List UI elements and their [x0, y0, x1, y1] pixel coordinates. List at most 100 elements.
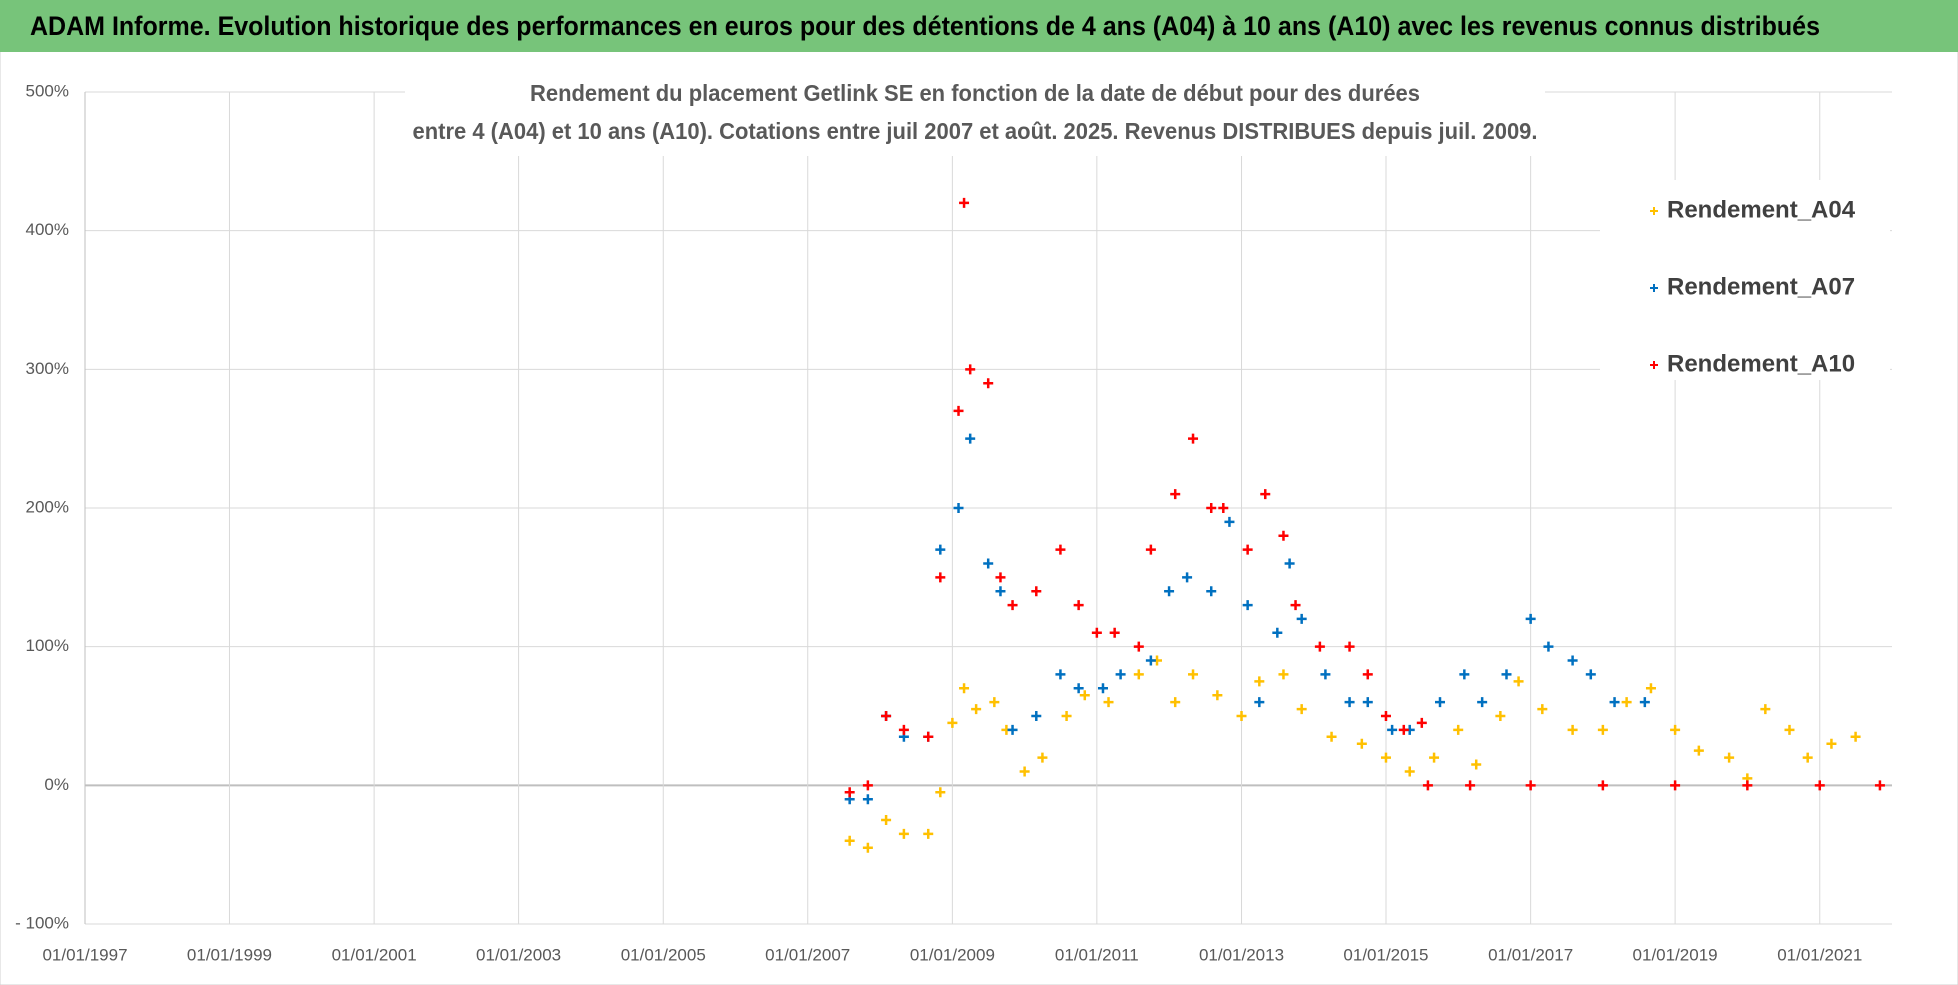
- point: [1055, 544, 1066, 555]
- point: [1609, 697, 1620, 708]
- point: [1567, 724, 1578, 735]
- y-tick-label: 300%: [26, 359, 69, 378]
- point: [1404, 766, 1415, 777]
- point: [1422, 780, 1433, 791]
- point: [1296, 613, 1307, 624]
- point: [1693, 745, 1704, 756]
- point: [947, 717, 958, 728]
- point: [989, 697, 1000, 708]
- x-tick-label: 01/01/2001: [332, 945, 417, 964]
- point: [995, 586, 1006, 597]
- x-tick-label: 01/01/2005: [621, 945, 706, 964]
- point: [1103, 697, 1114, 708]
- point: [1543, 641, 1554, 652]
- point: [1585, 669, 1596, 680]
- x-tick-label: 01/01/2011: [1055, 945, 1139, 964]
- point: [1164, 586, 1175, 597]
- point: [1639, 697, 1650, 708]
- point: [923, 828, 934, 839]
- point: [1513, 676, 1524, 687]
- point: [1145, 655, 1156, 666]
- point: [1398, 724, 1409, 735]
- point: [935, 572, 946, 583]
- point: [1471, 759, 1482, 770]
- point: [935, 787, 946, 798]
- point: [1670, 780, 1681, 791]
- point: [1145, 544, 1156, 555]
- point: [1278, 669, 1289, 680]
- point: [1525, 613, 1536, 624]
- point: [1362, 669, 1373, 680]
- point: [965, 433, 976, 444]
- point: [1007, 724, 1018, 735]
- point: [1477, 697, 1488, 708]
- point: [1465, 780, 1476, 791]
- point: [1380, 711, 1391, 721]
- chart-title: Rendement du placement Getlink SE en fon…: [530, 80, 1420, 106]
- point: [1850, 731, 1861, 742]
- point: [1670, 724, 1681, 735]
- point: [953, 405, 964, 416]
- legend-marker: [1650, 284, 1658, 292]
- point: [1724, 752, 1735, 763]
- point: [1429, 752, 1440, 763]
- point: [959, 197, 970, 208]
- legend-label: Rendement_A04: [1667, 196, 1856, 223]
- point: [1453, 724, 1464, 735]
- point: [953, 503, 964, 513]
- point: [1091, 627, 1102, 638]
- chart-title: entre 4 (A04) et 10 ans (A10). Cotations…: [413, 118, 1538, 144]
- point: [1073, 600, 1084, 611]
- point: [1073, 683, 1084, 694]
- title-box: [405, 78, 1545, 156]
- point: [1109, 627, 1120, 638]
- y-tick-label: 400%: [26, 220, 69, 239]
- point: [1115, 669, 1126, 680]
- point: [1170, 697, 1181, 708]
- point: [1501, 669, 1512, 680]
- point: [1874, 780, 1885, 791]
- point: [1242, 544, 1253, 555]
- point: [935, 544, 946, 555]
- point: [1133, 641, 1144, 652]
- point: [1278, 530, 1289, 541]
- point: [1344, 641, 1355, 652]
- point: [1037, 752, 1048, 763]
- point: [1182, 572, 1193, 583]
- x-tick-label: 01/01/1997: [42, 945, 127, 964]
- point: [1133, 669, 1144, 680]
- point: [1525, 780, 1536, 791]
- point: [1495, 711, 1506, 721]
- point: [881, 711, 892, 721]
- legend-marker: [1650, 207, 1658, 215]
- x-tick-label: 01/01/2009: [910, 945, 995, 964]
- point: [1459, 669, 1470, 680]
- y-tick-label: 200%: [26, 497, 69, 516]
- point: [1272, 627, 1283, 638]
- point: [844, 787, 855, 798]
- point: [1320, 669, 1331, 680]
- point: [1242, 600, 1253, 611]
- x-tick-label: 01/01/2003: [476, 945, 561, 964]
- point: [1254, 697, 1265, 708]
- x-tick-label: 01/01/2019: [1633, 945, 1718, 964]
- point: [862, 842, 873, 853]
- point: [1567, 655, 1578, 666]
- point: [1597, 724, 1608, 735]
- point: [1314, 641, 1325, 652]
- legend-label: Rendement_A10: [1667, 350, 1855, 377]
- point: [1206, 503, 1217, 513]
- header-bar: [0, 0, 1958, 52]
- legend-marker: [1650, 361, 1658, 369]
- point: [1224, 516, 1235, 527]
- point: [1170, 489, 1181, 500]
- point: [1814, 780, 1825, 791]
- point: [1537, 704, 1548, 715]
- point: [1784, 724, 1795, 735]
- point: [1007, 600, 1018, 611]
- x-tick-label: 01/01/2007: [765, 945, 850, 964]
- point: [1645, 683, 1656, 694]
- point: [1019, 766, 1030, 777]
